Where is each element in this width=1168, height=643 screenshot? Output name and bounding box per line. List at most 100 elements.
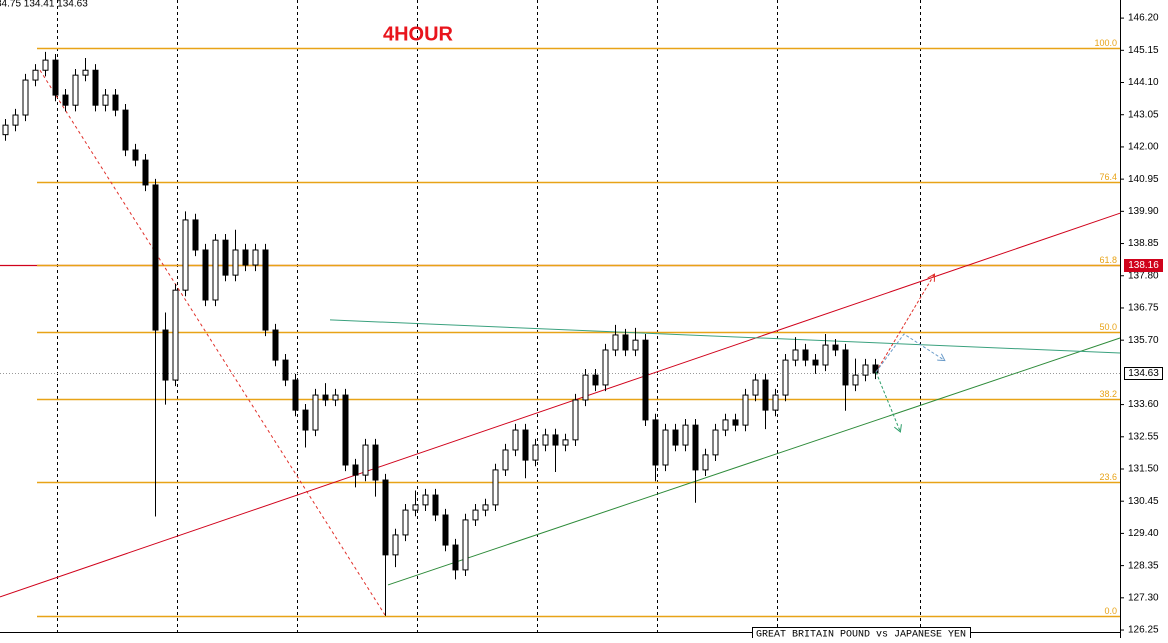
y-tick-label: 131.50: [1128, 464, 1159, 475]
candle-body: [72, 74, 79, 106]
y-tick-label: 139.90: [1128, 206, 1159, 217]
candle-body: [532, 444, 539, 461]
candle-body: [362, 444, 369, 476]
y-tick-label: 145.15: [1128, 45, 1159, 56]
candle-body: [652, 419, 659, 466]
y-tick-label: 143.05: [1128, 109, 1159, 120]
candle-body: [702, 454, 709, 471]
fib-label: 23.6: [1099, 472, 1117, 482]
price-marker-label: 138.16: [1128, 260, 1159, 271]
candle-body: [842, 349, 849, 386]
candle-body: [222, 239, 229, 276]
candle-body: [372, 444, 379, 481]
candle-body: [352, 464, 359, 476]
candle-body: [182, 219, 189, 291]
candle-body: [142, 159, 149, 186]
candle-body: [642, 339, 649, 421]
trend-line: [39, 69, 386, 616]
candle-body: [802, 349, 809, 361]
y-tick-label: 140.95: [1128, 174, 1159, 185]
trend-line: [387, 337, 1121, 586]
candle-body: [452, 544, 459, 571]
candle-body: [232, 249, 239, 276]
candle-body: [792, 349, 799, 361]
candle-body: [62, 94, 69, 106]
candle-body: [832, 344, 839, 351]
candle-body: [752, 379, 759, 396]
candle-body: [212, 239, 219, 301]
y-tick-label: 132.55: [1128, 431, 1159, 442]
fib-label: 38.2: [1099, 389, 1117, 399]
fib-label: 100.0: [1094, 38, 1117, 48]
candle-body: [122, 109, 129, 151]
y-tick-label: 128.35: [1128, 560, 1159, 571]
candle-body: [152, 184, 159, 331]
candle-body: [672, 429, 679, 446]
candle-body: [582, 374, 589, 401]
candle-body: [162, 329, 169, 381]
y-tick-label: 137.80: [1128, 270, 1159, 281]
candle-body: [782, 359, 789, 396]
y-tick-label: 126.25: [1128, 625, 1159, 636]
candle-body: [682, 424, 689, 446]
candle-body: [592, 374, 599, 386]
candle-body: [522, 429, 529, 461]
trend-line: [329, 319, 1121, 354]
y-tick-label: 142.00: [1128, 142, 1159, 153]
y-tick-label: 135.70: [1128, 335, 1159, 346]
fib-label: 61.8: [1099, 255, 1117, 265]
candle-body: [632, 339, 639, 351]
price-axis: 146.20 145.15 144.10 143.05 142.00 140.95 139.…: [1120, 13, 1163, 636]
candle-body: [762, 379, 769, 411]
candle-body: [32, 69, 39, 81]
candle-body: [52, 59, 59, 96]
candle-body: [722, 419, 729, 431]
candle-body: [22, 79, 29, 116]
candle-body: [192, 219, 199, 251]
candle-body: [772, 394, 779, 411]
candle-body: [562, 439, 569, 446]
candle-body: [312, 394, 319, 431]
y-tick-label: 144.10: [1128, 77, 1159, 88]
candle-body: [552, 434, 559, 446]
candles: [2, 51, 879, 616]
candle-body: [132, 149, 139, 161]
candle-body: [82, 69, 89, 76]
candle-body: [852, 374, 859, 386]
candle-body: [542, 434, 549, 446]
candle-body: [812, 359, 819, 366]
candle-body: [692, 424, 699, 471]
y-tick-label: 133.60: [1128, 399, 1159, 410]
chart-title: 4HOUR: [383, 23, 454, 45]
candle-body: [262, 249, 269, 331]
candle-body: [2, 124, 9, 136]
y-tick-label: 136.75: [1128, 303, 1159, 314]
candle-body: [712, 429, 719, 456]
candle-body: [622, 334, 629, 351]
arrow-range: [875, 333, 944, 373]
price-marker-box: [1124, 259, 1163, 272]
y-tick-label: 127.30: [1128, 592, 1159, 603]
symbol-label: GREAT BRITAIN POUND vs JAPANESE YEN: [756, 630, 966, 638]
candle-body: [432, 494, 439, 516]
candle-body: [472, 509, 479, 521]
candle-body: [442, 514, 449, 546]
candle-body: [612, 334, 619, 351]
candle-body: [482, 504, 489, 511]
fib-label: 76.4: [1099, 172, 1117, 182]
candle-body: [172, 289, 179, 381]
candle-body: [502, 449, 509, 471]
candle-body: [732, 419, 739, 426]
candle-body: [822, 344, 829, 366]
candle-body: [462, 519, 469, 571]
candle-body: [382, 479, 389, 556]
candle-body: [322, 394, 329, 401]
axis-panel: [1120, 0, 1168, 638]
arrow-up: [875, 275, 934, 373]
candle-body: [862, 364, 869, 376]
candle-body: [332, 394, 339, 401]
candle-body: [872, 364, 879, 374]
fib-label: 0.0: [1104, 606, 1117, 616]
candle-body: [202, 249, 209, 301]
